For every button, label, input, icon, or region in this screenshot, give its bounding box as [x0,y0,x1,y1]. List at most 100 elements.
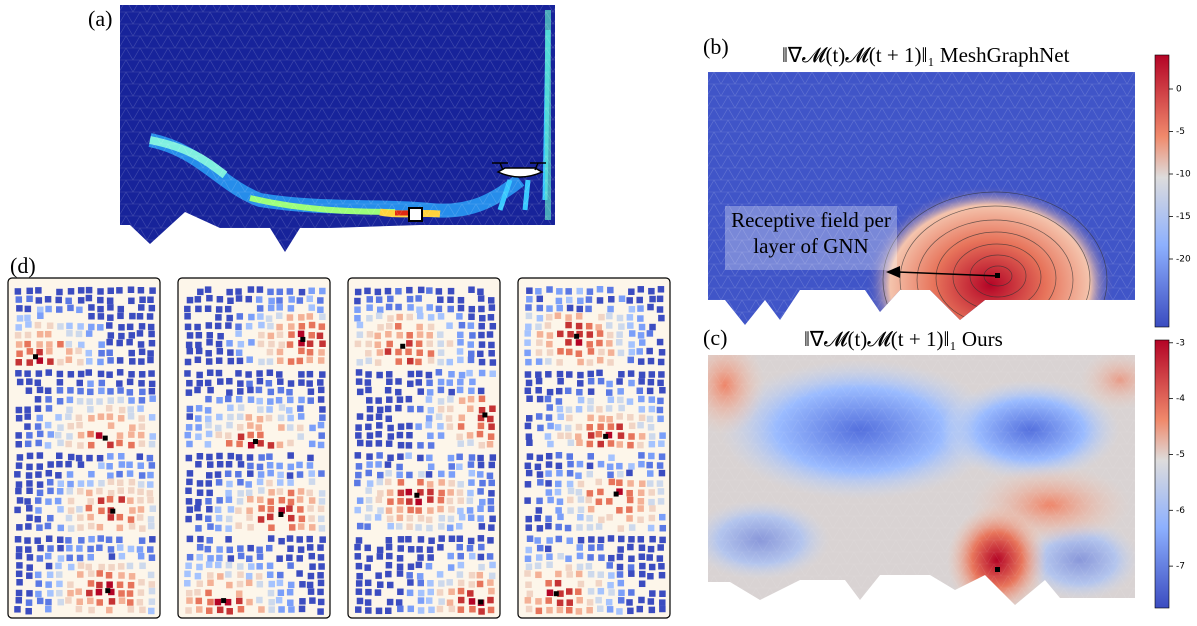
cell [458,321,466,329]
cell [267,332,275,340]
cell [129,424,136,431]
cell [267,304,275,312]
cell [197,288,204,296]
cell [525,304,532,311]
cell [387,522,394,530]
cell [446,340,454,347]
cell [85,286,93,294]
cell [616,608,623,615]
cell [138,537,146,544]
cell [78,341,85,349]
cell [387,454,394,462]
cell [247,496,254,503]
cell [57,424,64,431]
cell [128,349,135,357]
cell [638,553,646,560]
cell [148,330,155,338]
cell [129,312,136,320]
cell [536,454,544,462]
cell [276,479,284,486]
cell [149,505,157,512]
cell [385,607,392,615]
cell [585,296,593,303]
cell [195,498,202,506]
cell [67,453,75,461]
cell [224,598,232,606]
cell [118,572,125,579]
cell [605,598,613,606]
cell [237,478,244,486]
cell [66,471,74,478]
cell [648,563,656,571]
cell [546,340,553,348]
cell [317,357,325,364]
cell [85,349,93,357]
cell [557,348,564,355]
cell [638,406,646,413]
annotation: Receptive field per [731,208,891,232]
cell [477,295,485,302]
cell [456,543,463,551]
cell [375,312,383,320]
cell [606,514,613,521]
cell [595,498,603,506]
cell [385,331,392,338]
cell [587,570,595,578]
cell [387,498,394,505]
cell [468,469,476,477]
cell [448,463,456,470]
cell [24,440,32,448]
cell [417,489,424,496]
cell [556,304,563,312]
cell [185,389,193,396]
cell [535,571,542,579]
cell [308,515,315,522]
cell [106,581,113,588]
cell [596,339,603,347]
cell [245,579,253,587]
cell [397,453,404,460]
cell [639,562,646,570]
cell [575,350,583,357]
cell [647,545,655,553]
cell [525,379,533,387]
cell [438,580,445,587]
cell [56,306,63,313]
cell [428,606,435,614]
cell [554,488,562,496]
cell [245,322,253,330]
cell [55,562,62,570]
cell [116,524,124,532]
cell [457,606,465,613]
cell [427,554,434,561]
cell [147,481,154,488]
cell [107,514,115,521]
cell [587,397,594,405]
cell [148,387,156,395]
cell [309,424,316,432]
cell [587,377,595,385]
cell [535,358,543,365]
cell [636,605,644,613]
cell [138,579,145,586]
cell [77,323,84,330]
cell [127,286,135,293]
cell [87,406,94,413]
cell [65,597,72,604]
cell [118,590,125,597]
cell [437,406,445,413]
cell [24,314,31,322]
cell [364,514,372,521]
cell [586,514,593,522]
cell [456,463,463,471]
cell [207,579,214,587]
cell [195,341,202,349]
cell [96,599,103,606]
cell [277,378,284,385]
cell [116,479,124,487]
cell [546,404,553,411]
cell [298,396,305,404]
cell [617,432,625,439]
cell [226,288,233,296]
cell [427,432,434,440]
